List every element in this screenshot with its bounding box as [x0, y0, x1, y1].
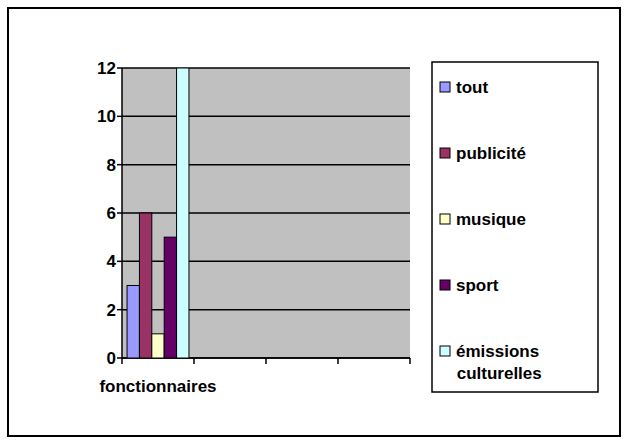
legend-label: tout: [456, 78, 488, 97]
grid-line: [122, 164, 410, 166]
y-tick-label: 10: [97, 107, 116, 126]
grid-line: [122, 212, 410, 214]
grid-line: [122, 116, 410, 118]
legend-label: musique: [456, 210, 526, 229]
x-tick: [193, 358, 195, 364]
y-tick-label: 8: [107, 156, 116, 175]
chart: 0 2 4 6 8 10 12 fonctionnaires tout publicité musi…: [0, 0, 630, 444]
y-tick-label: 6: [107, 204, 116, 223]
legend-swatch: [440, 346, 450, 356]
y-tick-label: 0: [107, 349, 116, 368]
bars: [127, 68, 189, 358]
grid-line: [122, 67, 410, 69]
legend-swatch: [440, 214, 450, 224]
plot-background: [122, 68, 410, 358]
legend-label: sport: [456, 276, 499, 295]
bar: [177, 68, 189, 358]
legend-box: [432, 62, 598, 392]
x-tick: [265, 358, 267, 364]
outer-frame: [8, 8, 620, 436]
x-tick: [121, 358, 123, 364]
x-tick: [409, 358, 411, 364]
x-tick-label: fonctionnaires: [99, 377, 216, 396]
y-tick-label: 12: [97, 59, 116, 78]
bar: [127, 286, 139, 359]
legend-swatch: [440, 148, 450, 158]
legend-swatch: [440, 82, 450, 92]
bar: [139, 213, 151, 358]
bar: [152, 334, 164, 358]
legend-swatch: [440, 280, 450, 290]
legend-label: émissions culturelles: [452, 342, 542, 383]
y-tick-label: 2: [107, 301, 116, 320]
bar: [164, 237, 176, 358]
legend-label: publicité: [456, 144, 526, 163]
x-tick: [337, 358, 339, 364]
y-axis: [121, 68, 123, 358]
y-tick-label: 4: [107, 252, 117, 271]
